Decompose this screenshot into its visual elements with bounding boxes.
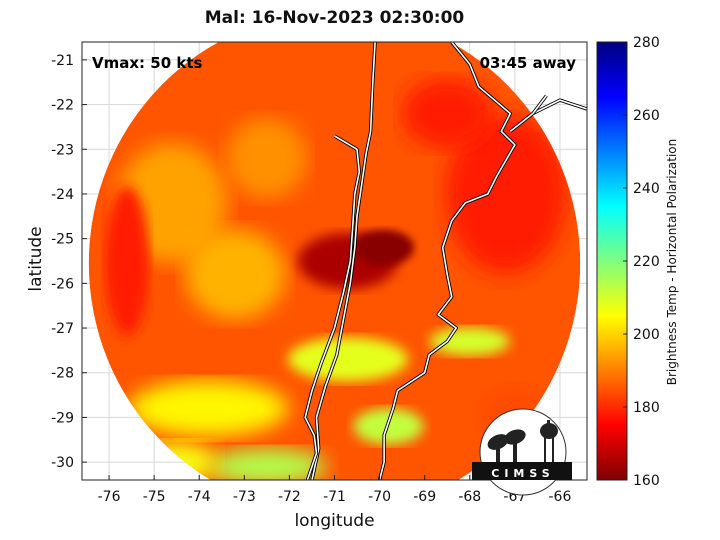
x-tick-label: -75 [143, 489, 166, 505]
x-tick-label: -72 [278, 489, 301, 505]
colorbar-tick-label: 280 [633, 35, 660, 51]
coastline [378, 42, 516, 480]
colorbar-tick-label: 240 [633, 181, 660, 197]
y-tick-label: -27 [51, 321, 74, 337]
colorbar-tick-label: 160 [633, 473, 660, 489]
x-tick-label: -68 [458, 489, 481, 505]
y-tick-label: -22 [51, 98, 74, 114]
x-axis-label: longitude [294, 511, 375, 531]
colorbar-ticks: 160 180 200 220 240 260 280 [623, 35, 660, 489]
colorbar-tick-label: 200 [633, 327, 660, 343]
colorbar-tick-label: 260 [633, 108, 660, 124]
y-tick-label: -21 [51, 53, 74, 69]
vmax-annotation: Vmax: 50 kts [92, 54, 202, 72]
tb-feature [445, 113, 566, 274]
x-tick-label: -76 [98, 489, 121, 505]
x-tick-label: -70 [368, 489, 391, 505]
tb-feature [128, 380, 289, 437]
brightness-temp-swath [88, 42, 581, 480]
tb-feature [288, 337, 409, 382]
x-tick-label: -74 [188, 489, 211, 505]
coastline [509, 99, 587, 133]
map-title: Mal: 16-Nov-2023 02:30:00 [204, 8, 465, 28]
y-tick-label: -28 [51, 366, 74, 382]
x-tick-label: -71 [323, 489, 346, 505]
tb-feature [105, 186, 150, 336]
colorbar-tick-label: 180 [633, 400, 660, 416]
y-tick-label: -23 [51, 142, 74, 158]
coastlines [303, 42, 587, 480]
x-ticks: -76 -75 -74 -73 -72 -71 -70 -69 -68 -67 -66 [98, 475, 572, 505]
swath-field [88, 42, 581, 480]
colorbar-tick-label: 220 [633, 254, 660, 270]
coastline [304, 135, 361, 480]
cimss-logo: CIMSS [472, 408, 572, 496]
y-tick-label: -24 [51, 187, 74, 203]
tb-feature [354, 229, 415, 266]
y-tick-label: -25 [51, 232, 74, 248]
x-tick-label: -73 [233, 489, 256, 505]
tb-feature [226, 118, 307, 199]
y-ticks: -21 -22 -23 -24 -25 -26 -27 -28 -29 -30 [51, 53, 87, 471]
tb-feature [185, 229, 286, 320]
y-tick-label: -29 [51, 410, 74, 426]
tb-feature [206, 448, 327, 480]
colorbar [596, 41, 628, 481]
y-tick-label: -26 [51, 276, 74, 292]
tb-feature [429, 327, 510, 356]
coastline [532, 95, 548, 114]
y-tick-label: -30 [51, 455, 74, 471]
coastline [311, 42, 376, 480]
logo-text: CIMSS [491, 467, 554, 480]
x-tick-label: -69 [413, 489, 436, 505]
time-away-annotation: 03:45 away [480, 54, 577, 72]
x-tick-label: -66 [549, 489, 572, 505]
tb-feature [402, 78, 493, 149]
